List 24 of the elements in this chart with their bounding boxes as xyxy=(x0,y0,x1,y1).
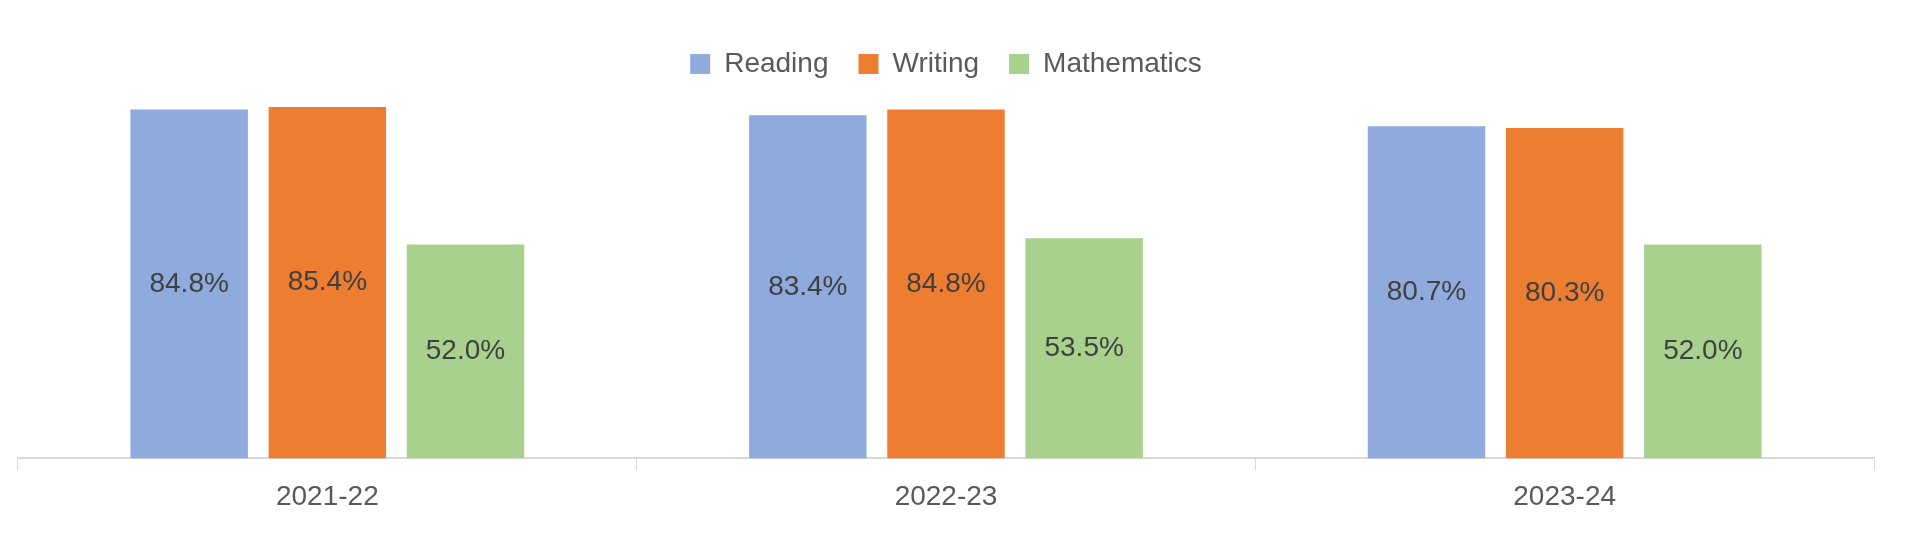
x-tick-label: 2021-22 xyxy=(275,479,379,511)
x-tick-label: 2023-24 xyxy=(1513,479,1617,511)
data-label: 80.7% xyxy=(1386,275,1467,307)
bar xyxy=(887,109,1005,459)
legend-label: Mathematics xyxy=(1043,46,1202,78)
legend-label: Reading xyxy=(724,46,829,78)
data-label: 85.4% xyxy=(287,265,368,297)
bar xyxy=(406,244,525,459)
legend-label: Writing xyxy=(892,46,980,78)
bar xyxy=(130,109,248,459)
bar xyxy=(749,115,867,459)
data-label: 84.8% xyxy=(149,266,229,298)
data-label: 83.4% xyxy=(768,269,848,301)
bar xyxy=(1025,238,1143,459)
x-tick-label: 2022-23 xyxy=(894,479,998,511)
bar xyxy=(268,106,387,459)
data-label: 52.0% xyxy=(1663,334,1743,366)
bar xyxy=(1505,127,1624,459)
data-label: 52.0% xyxy=(425,334,506,366)
bar xyxy=(1367,126,1486,459)
data-label: 84.8% xyxy=(906,266,986,298)
data-label: 80.3% xyxy=(1524,275,1605,307)
bar xyxy=(1644,244,1762,459)
data-label: 53.5% xyxy=(1044,331,1124,363)
